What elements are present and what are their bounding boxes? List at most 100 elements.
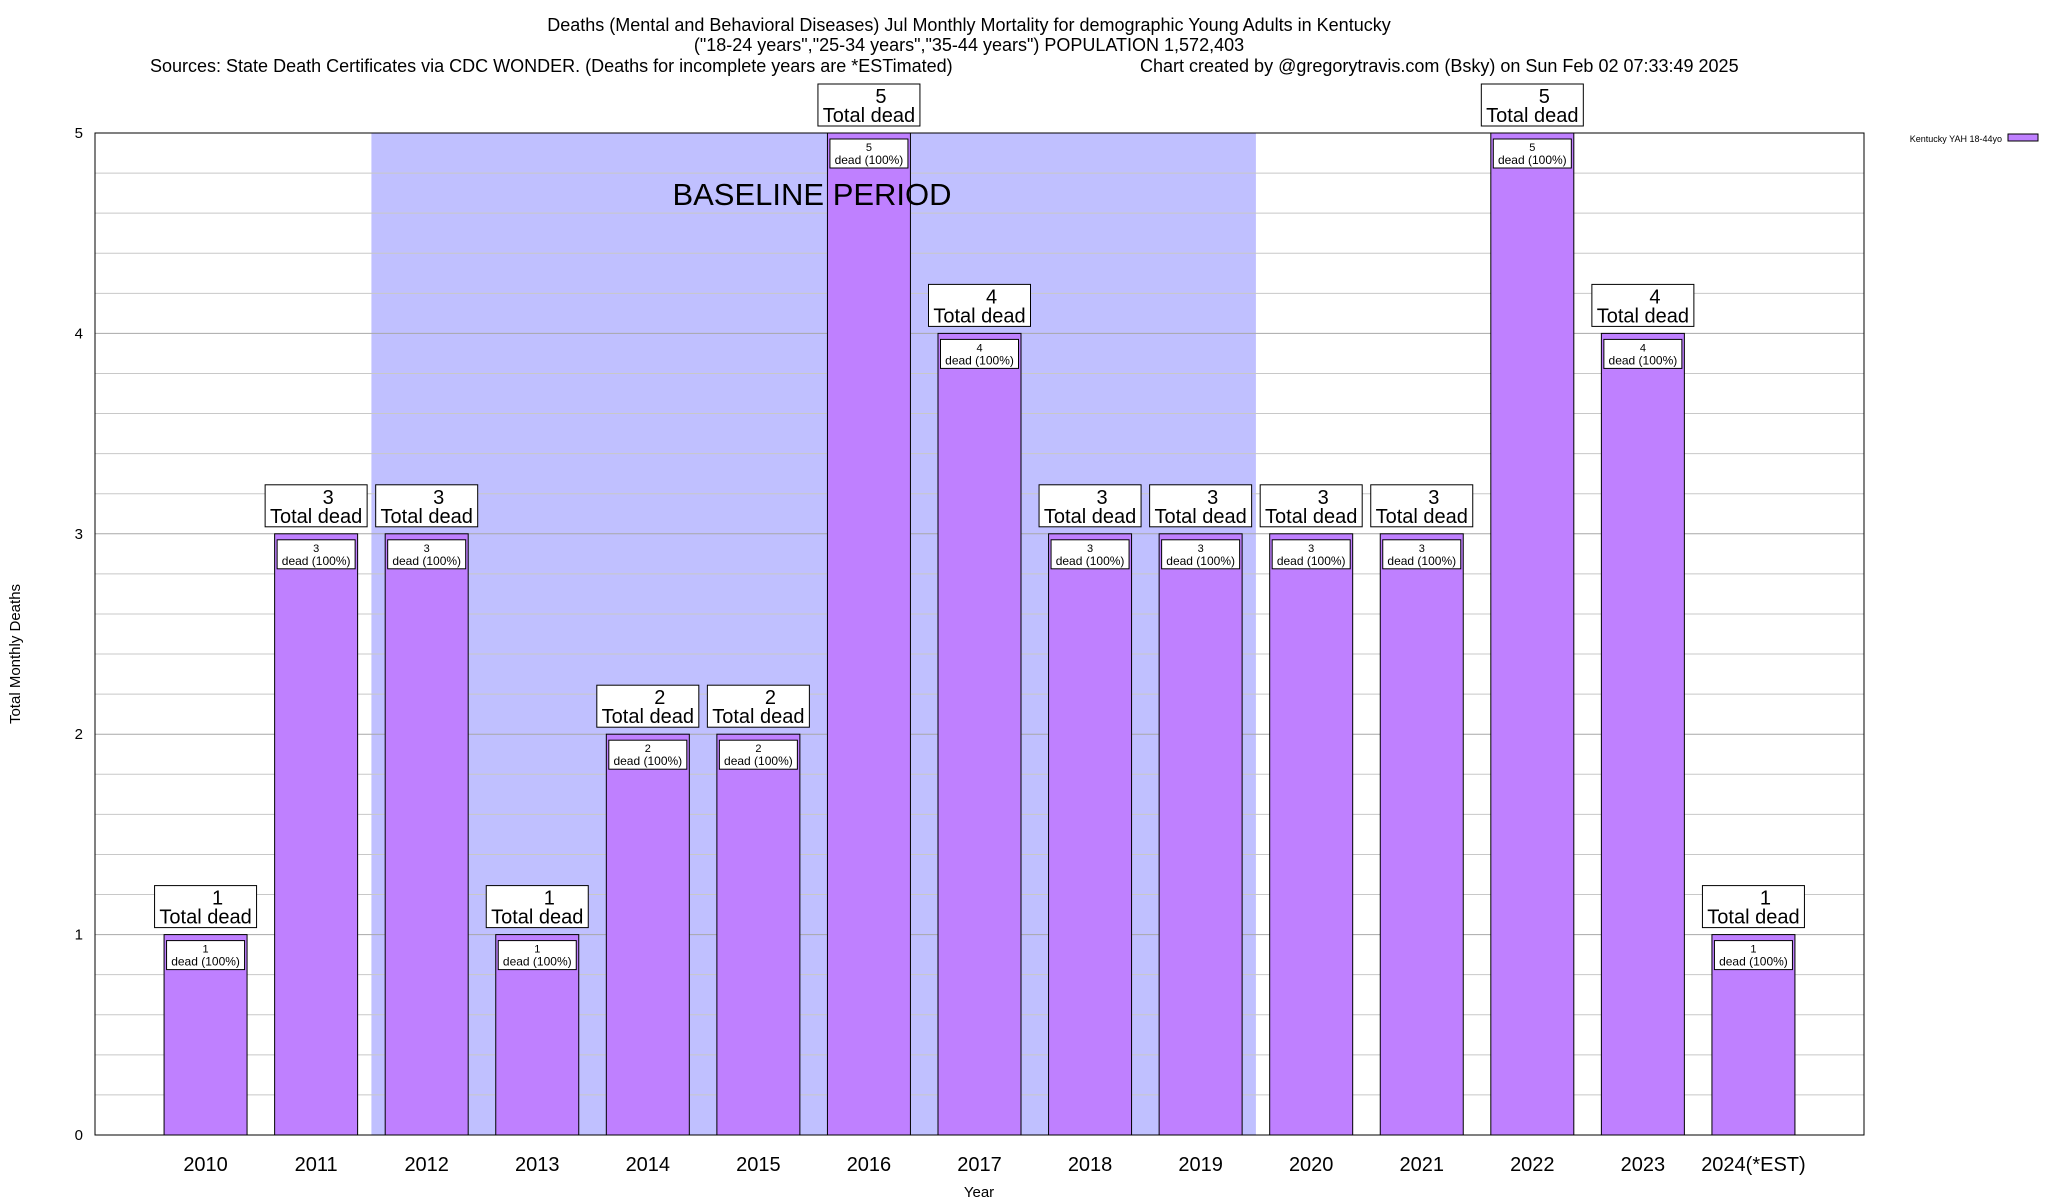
x-axis-label: Year — [964, 1184, 994, 1200]
bar-inner-value: 5 — [866, 142, 872, 154]
x-tick-label: 2010 — [183, 1154, 228, 1176]
bar-total-label-box — [375, 484, 479, 528]
bar — [937, 332, 1022, 1136]
bar-inner-value: 2 — [755, 743, 761, 755]
bar-total-label-box — [1149, 484, 1253, 528]
bar-total-label-box — [1480, 83, 1584, 127]
bar-inner-label-box — [497, 940, 577, 971]
baseline-label: BASELINE PERIOD — [672, 177, 951, 212]
legend-label: Kentucky YAH 18-44yo — [1910, 134, 2002, 144]
bar-total-label-box — [596, 684, 700, 728]
bar-total-text: Total dead — [1265, 506, 1357, 528]
bar — [274, 533, 359, 1136]
bar-inner-label-box — [1713, 940, 1793, 971]
bar-total-label-box — [928, 283, 1031, 327]
x-tick-label: 2018 — [1068, 1154, 1113, 1176]
bar-inner-label-box — [1603, 338, 1683, 369]
bar-total-text: Total dead — [1486, 105, 1578, 127]
y-tick-label: 5 — [75, 125, 83, 142]
bar-total-text: Total dead — [381, 506, 473, 528]
bar-inner-label-box — [608, 739, 688, 770]
bar-total-label-box — [154, 885, 258, 929]
y-tick-label: 0 — [75, 1127, 83, 1144]
bar-total-text: Total dead — [1376, 506, 1468, 528]
bar — [1490, 132, 1575, 1136]
bar-total-label-box — [1259, 484, 1363, 528]
bar-inner-percent: dead (100%) — [171, 955, 240, 969]
bar-total-text: Total dead — [1154, 506, 1246, 528]
bar-total-label-box — [1701, 885, 1805, 929]
bar-total-value: 3 — [1318, 487, 1329, 509]
x-tick-label: 2016 — [847, 1154, 892, 1176]
bar-inner-label-box — [829, 138, 909, 169]
bar-inner-label-box — [1492, 138, 1572, 169]
bar — [605, 733, 690, 1136]
bar — [1379, 533, 1464, 1136]
bar-inner-label-box — [940, 338, 1019, 369]
chart-credit-text: Chart created by @gregorytravis.com (Bsk… — [1140, 56, 1739, 76]
bar-inner-label-box — [1050, 539, 1130, 570]
bar-total-text: Total dead — [1707, 907, 1799, 929]
bar-total-label-box — [485, 885, 589, 929]
bar-inner-value: 3 — [1419, 543, 1425, 555]
bar-total-text: Total dead — [823, 105, 915, 127]
bar-inner-value: 5 — [1529, 142, 1535, 154]
bar-total-value: 5 — [875, 86, 886, 108]
bar-inner-value: 3 — [1087, 543, 1093, 555]
bar-inner-percent: dead (100%) — [1719, 955, 1788, 969]
bar-total-text: Total dead — [270, 506, 362, 528]
bar-total-label-box — [1370, 484, 1474, 528]
bar-inner-percent: dead (100%) — [724, 754, 793, 768]
x-tick-label: 2012 — [404, 1154, 449, 1176]
x-tick-label: 2019 — [1178, 1154, 1223, 1176]
bar — [1269, 533, 1354, 1136]
bar-total-label-box — [264, 484, 368, 528]
bar-inner-label-box — [166, 940, 246, 971]
x-tick-label: 2024(*EST) — [1701, 1154, 1806, 1176]
x-tick-label: 2021 — [1400, 1154, 1445, 1176]
bar-inner-percent: dead (100%) — [945, 353, 1014, 367]
bar-total-value: 3 — [323, 487, 334, 509]
bar-inner-percent: dead (100%) — [1166, 554, 1235, 568]
bar-total-value: 1 — [212, 888, 223, 910]
bar-total-value: 1 — [1760, 888, 1771, 910]
bar-inner-value: 3 — [1198, 543, 1204, 555]
bar-inner-percent: dead (100%) — [1498, 153, 1567, 167]
x-tick-label: 2011 — [295, 1154, 338, 1176]
bar-inner-percent: dead (100%) — [392, 554, 461, 568]
bar-total-label-box — [706, 684, 810, 728]
bar-inner-value: 4 — [1640, 342, 1646, 354]
bar-total-label-box — [817, 83, 921, 127]
bar-total-text: Total dead — [491, 907, 583, 929]
bar-total-value: 1 — [544, 888, 555, 910]
bar — [826, 132, 911, 1136]
y-tick-label: 3 — [75, 526, 83, 543]
y-tick-label: 4 — [75, 325, 83, 342]
bar-inner-label-box — [276, 539, 356, 570]
bar-total-text: Total dead — [1597, 305, 1689, 327]
bar-inner-percent: dead (100%) — [1609, 353, 1678, 367]
legend: Kentucky YAH 18-44yo — [1910, 133, 2039, 144]
x-tick-label: 2017 — [957, 1154, 1002, 1176]
bar-inner-value: 1 — [203, 944, 209, 956]
bar-total-text: Total dead — [159, 907, 251, 929]
x-tick-label: 2023 — [1621, 1154, 1666, 1176]
bar-inner-value: 3 — [313, 543, 319, 555]
bar-total-value: 2 — [765, 687, 776, 709]
bar-inner-label-box — [718, 739, 798, 770]
bar-inner-label-box — [1382, 539, 1462, 570]
